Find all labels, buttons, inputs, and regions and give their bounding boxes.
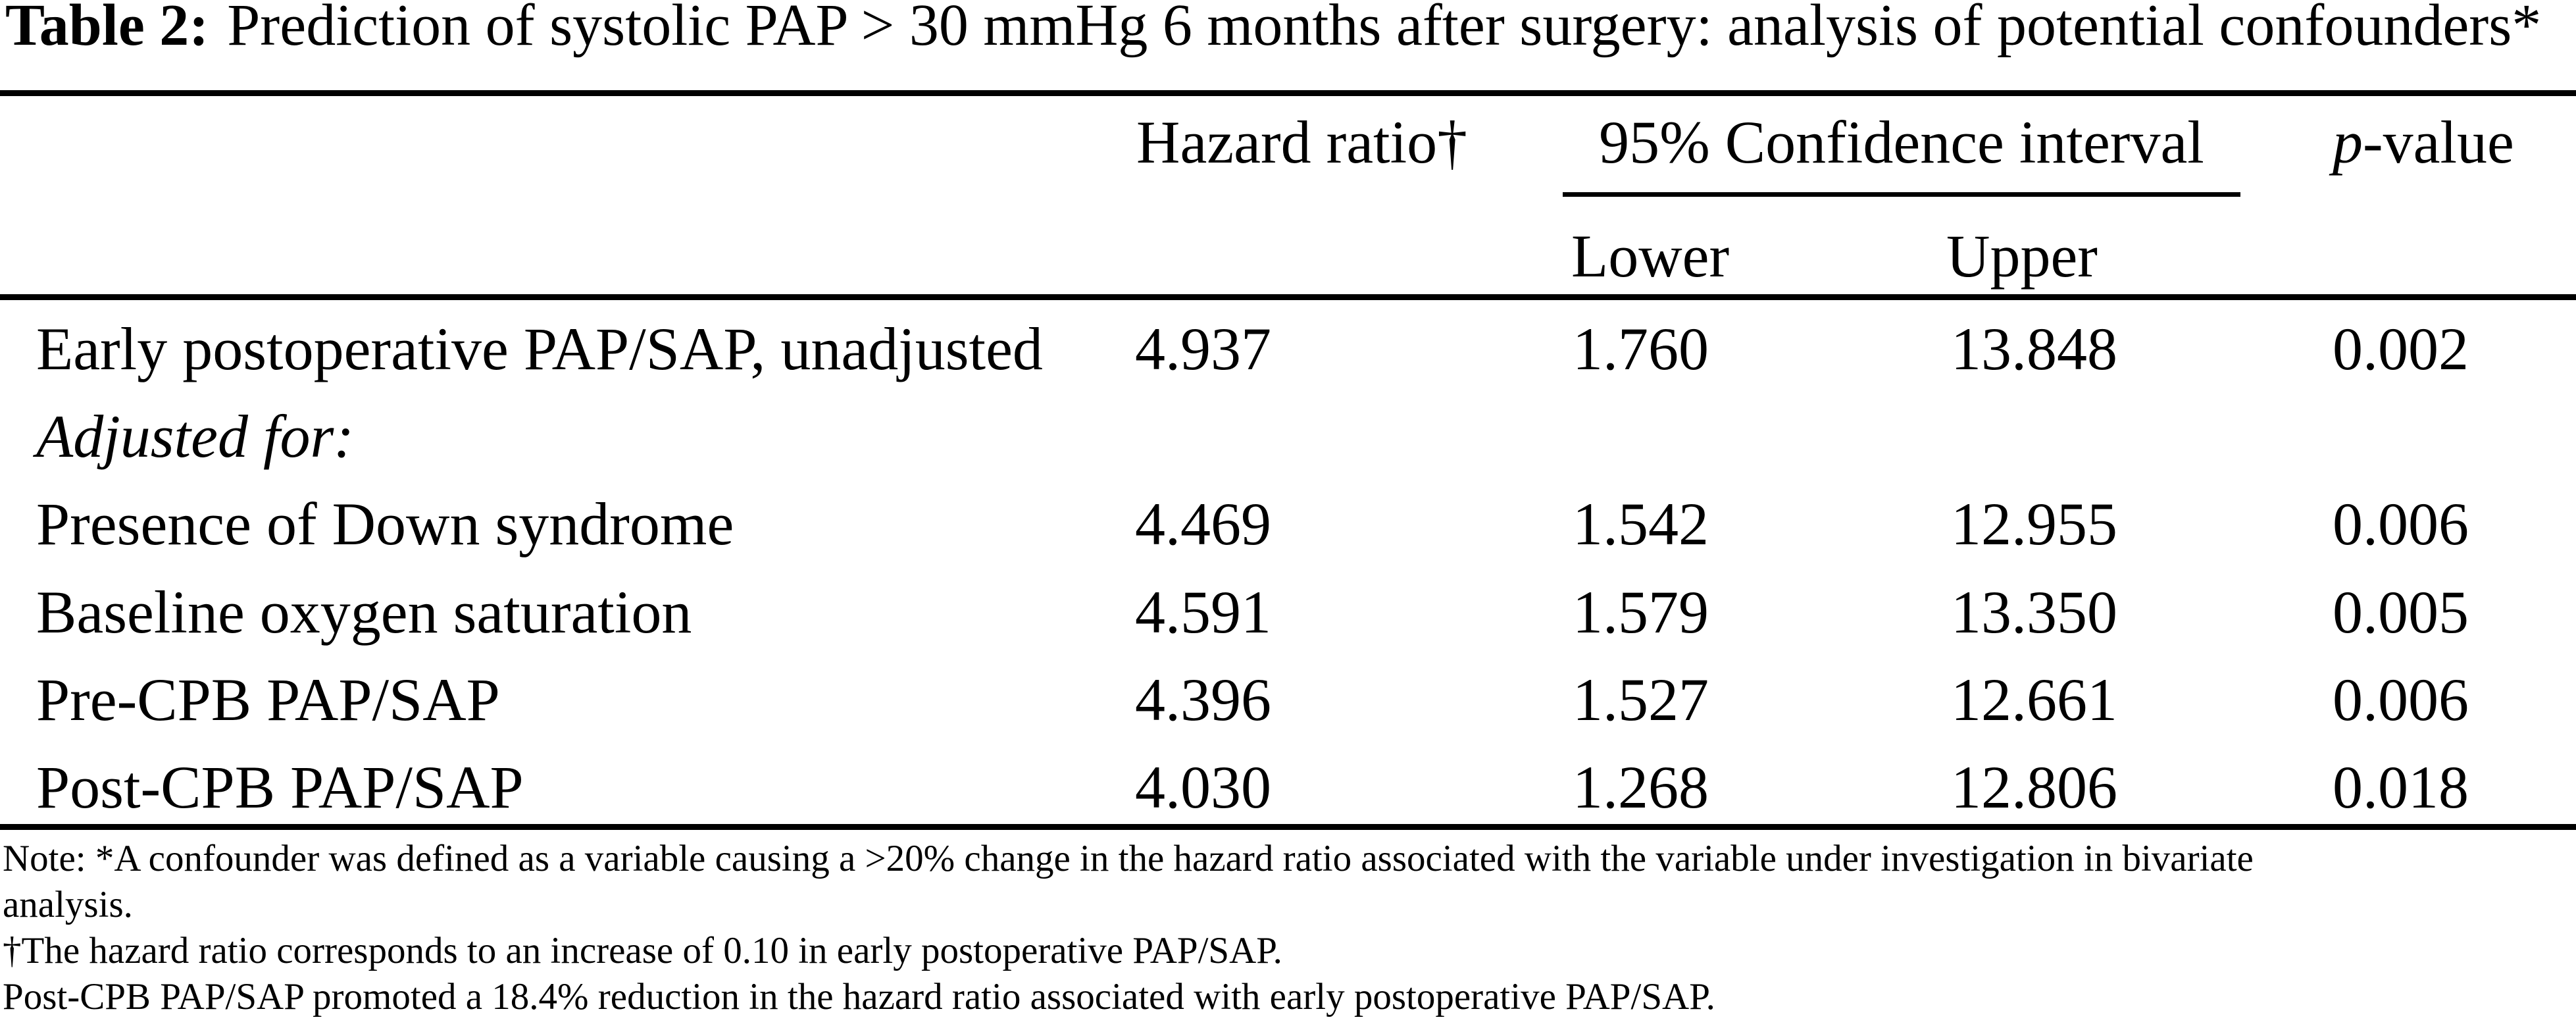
cell-p-value: 0.002 [2333,315,2469,382]
table-row: Adjusted for: [0,406,2576,494]
column-header-hazard-ratio: Hazard ratio† [1136,109,1468,176]
row-label: Baseline oxygen saturation [36,578,692,646]
footnotes: Note: *A confounder was defined as a var… [3,836,2574,1020]
cell-hazard-ratio: 4.396 [1135,665,1271,733]
table-caption-number: Table 2: [5,0,209,58]
row-label: Post-CPB PAP/SAP [36,753,524,821]
row-label: Presence of Down syndrome [36,490,734,558]
cell-ci-lower [1573,406,1951,494]
table-row: Pre-CPB PAP/SAP 4.396 1.527 12.661 0.006 [0,669,2576,757]
cell-p-value: 0.006 [2333,665,2469,733]
column-header-confidence-interval: 95% Confidence interval [1599,109,2204,176]
cell-ci-upper: 12.955 [1951,490,2117,558]
cell-hazard-ratio: 4.030 [1135,753,1271,821]
cell-hazard-ratio: 4.591 [1135,578,1271,646]
cell-p-value: 0.018 [2333,753,2469,821]
column-header-p-value: p-value [2333,112,2514,172]
cell-ci-upper: 13.350 [1951,578,2117,646]
table-row: Early postoperative PAP/SAP, unadjusted … [0,319,2576,406]
cell-ci-upper [1951,406,2333,494]
table-row: Presence of Down syndrome 4.469 1.542 12… [0,494,2576,581]
cell-ci-lower: 1.579 [1573,578,1709,646]
row-label: Pre-CPB PAP/SAP [36,665,500,733]
cell-ci-lower: 1.268 [1573,753,1709,821]
p-value-rest: -value [2363,109,2514,176]
confidence-interval-spanner-rule [1563,192,2240,197]
footnote-dagger: †The hazard ratio corresponds to an incr… [3,930,1282,971]
column-subheader-lower: Lower [1571,222,1730,290]
table-body: Early postoperative PAP/SAP, unadjusted … [0,319,2576,844]
cell-ci-upper: 13.848 [1951,315,2117,382]
table-row: Post-CPB PAP/SAP 4.030 1.268 12.806 0.01… [0,757,2576,844]
column-subheader-upper: Upper [1946,222,2098,290]
table-bottom-rule [0,824,2576,830]
cell-ci-upper: 12.661 [1951,665,2117,733]
row-label: Early postoperative PAP/SAP, unadjusted [36,315,1043,382]
footnote-note-line1: Note: *A confounder was defined as a var… [3,838,2254,879]
row-label-adjusted-for: Adjusted for: [36,403,354,471]
footnote-post-cpb: Post-CPB PAP/SAP promoted a 18.4% reduct… [3,976,1715,1017]
table-caption-title: Prediction of systolic PAP > 30 mmHg 6 m… [227,0,2542,58]
p-value-italic-p: p [2333,109,2363,176]
cell-hazard-ratio: 4.469 [1135,490,1271,558]
table-row: Baseline oxygen saturation 4.591 1.579 1… [0,578,2576,669]
cell-ci-lower: 1.542 [1573,490,1709,558]
cell-ci-upper: 12.806 [1951,753,2117,821]
cell-hazard-ratio [1135,406,1573,494]
footnote-note-line2: analysis. [3,884,133,925]
table-top-rule [0,90,2576,96]
cell-p-value: 0.006 [2333,490,2469,558]
header-separator-rule [0,294,2576,300]
cell-ci-lower: 1.760 [1573,315,1709,382]
cell-p-value: 0.005 [2333,578,2469,646]
cell-ci-lower: 1.527 [1573,665,1709,733]
cell-p-value [2333,406,2576,494]
table-caption: Table 2: Prediction of systolic PAP > 30 … [5,0,2541,59]
cell-hazard-ratio: 4.937 [1135,315,1271,382]
